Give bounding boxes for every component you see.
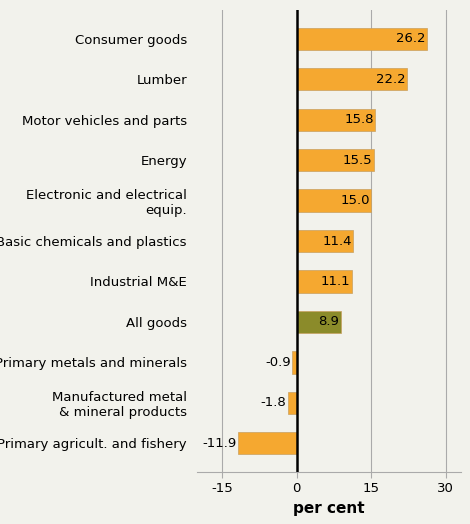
Bar: [297, 149, 374, 171]
Bar: [297, 68, 407, 90]
Text: 11.4: 11.4: [322, 235, 352, 247]
Text: 15.8: 15.8: [344, 113, 374, 126]
X-axis label: per cent: per cent: [293, 500, 365, 516]
Bar: [292, 351, 297, 374]
Text: 22.2: 22.2: [376, 73, 406, 86]
Bar: [238, 432, 297, 454]
Text: -0.9: -0.9: [265, 356, 291, 369]
Bar: [297, 311, 341, 333]
Text: 15.5: 15.5: [343, 154, 372, 167]
Text: 11.1: 11.1: [321, 275, 350, 288]
Text: 15.0: 15.0: [340, 194, 370, 207]
Bar: [297, 190, 371, 212]
Bar: [288, 392, 297, 414]
Bar: [297, 270, 352, 292]
Bar: [297, 108, 375, 131]
Bar: [297, 230, 353, 252]
Text: 8.9: 8.9: [319, 315, 339, 329]
Text: 26.2: 26.2: [396, 32, 425, 45]
Bar: [297, 28, 427, 50]
Text: -1.8: -1.8: [260, 396, 286, 409]
Text: -11.9: -11.9: [202, 437, 236, 450]
